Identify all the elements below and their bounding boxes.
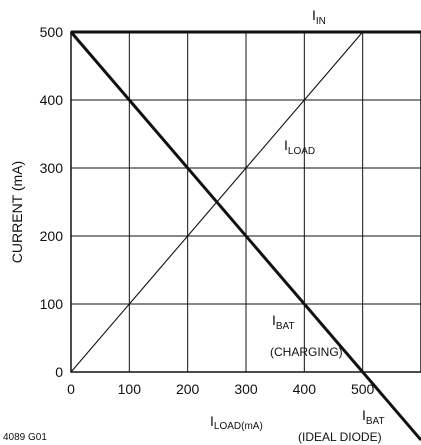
annotation-charging: (CHARGING)	[270, 345, 343, 359]
series-label-iin: IIN	[312, 7, 326, 27]
x-axis-title-main: I	[210, 413, 214, 429]
y-tick-label-500: 500	[40, 24, 64, 40]
y-tick-label-400: 400	[40, 92, 64, 108]
series-label-iload: ILOAD	[284, 137, 315, 157]
series-label-ibat-charging: IBAT	[272, 312, 295, 332]
x-tick-label-200: 200	[176, 381, 200, 397]
x-tick-labels: 0 100 200 300 400 500	[67, 381, 374, 397]
x-tick-label-500: 500	[351, 381, 375, 397]
figure-id: 4089 G01	[3, 432, 47, 443]
y-tick-labels: 0 100 200 300 400 500	[40, 24, 64, 380]
series-label-ibat-ideal-diode: IBAT	[362, 407, 385, 427]
x-tick-label-100: 100	[118, 381, 142, 397]
x-tick-label-400: 400	[293, 381, 317, 397]
y-tick-label-100: 100	[40, 296, 64, 312]
x-axis-title: ILOAD(mA)	[210, 413, 263, 432]
x-tick-label-300: 300	[234, 381, 258, 397]
y-tick-label-200: 200	[40, 228, 64, 244]
annotation-ideal-diode: (IDEAL DIODE)	[298, 430, 382, 444]
grid	[71, 31, 421, 372]
y-tick-label-300: 300	[40, 160, 64, 176]
x-tick-label-0: 0	[67, 381, 75, 397]
y-axis-title: CURRENT (mA)	[9, 161, 25, 263]
x-axis-title-sub: LOAD(mA)	[214, 421, 263, 432]
y-tick-label-0: 0	[55, 364, 63, 380]
plot-frame	[70, 31, 421, 373]
